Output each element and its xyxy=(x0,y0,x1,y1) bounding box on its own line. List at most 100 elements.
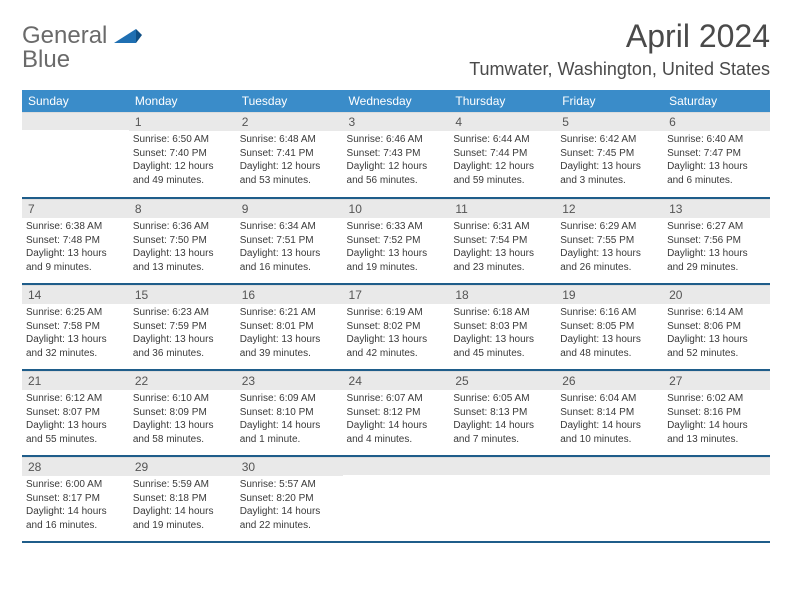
day-number: 14 xyxy=(22,285,129,304)
day-number: 24 xyxy=(343,371,450,390)
day-cell: 1Sunrise: 6:50 AMSunset: 7:40 PMDaylight… xyxy=(129,112,236,198)
day-cell: 10Sunrise: 6:33 AMSunset: 7:52 PMDayligh… xyxy=(343,198,450,284)
month-title: April 2024 xyxy=(469,18,770,55)
day-number: 8 xyxy=(129,199,236,218)
day-cell: 6Sunrise: 6:40 AMSunset: 7:47 PMDaylight… xyxy=(663,112,770,198)
header-row: General Blue April 2024 Tumwater, Washin… xyxy=(22,18,770,80)
week-row: 7Sunrise: 6:38 AMSunset: 7:48 PMDaylight… xyxy=(22,198,770,284)
day-number: 12 xyxy=(556,199,663,218)
day-cell xyxy=(22,112,129,198)
day-cell: 26Sunrise: 6:04 AMSunset: 8:14 PMDayligh… xyxy=(556,370,663,456)
day-cell: 17Sunrise: 6:19 AMSunset: 8:02 PMDayligh… xyxy=(343,284,450,370)
empty-daynum xyxy=(556,457,663,475)
day-header-cell: Tuesday xyxy=(236,90,343,112)
day-details: Sunrise: 6:07 AMSunset: 8:12 PMDaylight:… xyxy=(343,390,450,450)
day-details: Sunrise: 5:57 AMSunset: 8:20 PMDaylight:… xyxy=(236,476,343,536)
day-number: 10 xyxy=(343,199,450,218)
day-number: 9 xyxy=(236,199,343,218)
day-cell: 24Sunrise: 6:07 AMSunset: 8:12 PMDayligh… xyxy=(343,370,450,456)
day-details: Sunrise: 6:00 AMSunset: 8:17 PMDaylight:… xyxy=(22,476,129,536)
day-details: Sunrise: 6:34 AMSunset: 7:51 PMDaylight:… xyxy=(236,218,343,278)
day-details: Sunrise: 6:44 AMSunset: 7:44 PMDaylight:… xyxy=(449,131,556,191)
day-number: 25 xyxy=(449,371,556,390)
day-details: Sunrise: 6:40 AMSunset: 7:47 PMDaylight:… xyxy=(663,131,770,191)
empty-daynum xyxy=(449,457,556,475)
day-details: Sunrise: 6:36 AMSunset: 7:50 PMDaylight:… xyxy=(129,218,236,278)
day-details: Sunrise: 6:33 AMSunset: 7:52 PMDaylight:… xyxy=(343,218,450,278)
day-cell: 23Sunrise: 6:09 AMSunset: 8:10 PMDayligh… xyxy=(236,370,343,456)
day-details: Sunrise: 6:42 AMSunset: 7:45 PMDaylight:… xyxy=(556,131,663,191)
day-cell: 4Sunrise: 6:44 AMSunset: 7:44 PMDaylight… xyxy=(449,112,556,198)
day-details: Sunrise: 6:09 AMSunset: 8:10 PMDaylight:… xyxy=(236,390,343,450)
day-cell: 18Sunrise: 6:18 AMSunset: 8:03 PMDayligh… xyxy=(449,284,556,370)
day-details: Sunrise: 6:19 AMSunset: 8:02 PMDaylight:… xyxy=(343,304,450,364)
day-cell xyxy=(663,456,770,542)
day-cell: 27Sunrise: 6:02 AMSunset: 8:16 PMDayligh… xyxy=(663,370,770,456)
day-details: Sunrise: 6:31 AMSunset: 7:54 PMDaylight:… xyxy=(449,218,556,278)
logo-arrow-icon xyxy=(114,30,142,47)
week-row: 14Sunrise: 6:25 AMSunset: 7:58 PMDayligh… xyxy=(22,284,770,370)
day-details: Sunrise: 6:23 AMSunset: 7:59 PMDaylight:… xyxy=(129,304,236,364)
logo-word-2: Blue xyxy=(22,46,70,73)
day-details: Sunrise: 6:50 AMSunset: 7:40 PMDaylight:… xyxy=(129,131,236,191)
location-text: Tumwater, Washington, United States xyxy=(469,59,770,80)
calendar-table: SundayMondayTuesdayWednesdayThursdayFrid… xyxy=(22,90,770,543)
day-cell: 5Sunrise: 6:42 AMSunset: 7:45 PMDaylight… xyxy=(556,112,663,198)
day-number: 1 xyxy=(129,112,236,131)
day-details: Sunrise: 6:02 AMSunset: 8:16 PMDaylight:… xyxy=(663,390,770,450)
day-number: 2 xyxy=(236,112,343,131)
day-cell: 9Sunrise: 6:34 AMSunset: 7:51 PMDaylight… xyxy=(236,198,343,284)
day-header-cell: Saturday xyxy=(663,90,770,112)
day-number: 4 xyxy=(449,112,556,131)
day-details: Sunrise: 6:12 AMSunset: 8:07 PMDaylight:… xyxy=(22,390,129,450)
week-row: 28Sunrise: 6:00 AMSunset: 8:17 PMDayligh… xyxy=(22,456,770,542)
day-header-row: SundayMondayTuesdayWednesdayThursdayFrid… xyxy=(22,90,770,112)
day-number: 15 xyxy=(129,285,236,304)
day-number: 30 xyxy=(236,457,343,476)
day-cell: 22Sunrise: 6:10 AMSunset: 8:09 PMDayligh… xyxy=(129,370,236,456)
day-cell: 12Sunrise: 6:29 AMSunset: 7:55 PMDayligh… xyxy=(556,198,663,284)
day-cell: 8Sunrise: 6:36 AMSunset: 7:50 PMDaylight… xyxy=(129,198,236,284)
day-cell: 19Sunrise: 6:16 AMSunset: 8:05 PMDayligh… xyxy=(556,284,663,370)
day-number: 22 xyxy=(129,371,236,390)
empty-daynum xyxy=(663,457,770,475)
day-details: Sunrise: 6:25 AMSunset: 7:58 PMDaylight:… xyxy=(22,304,129,364)
day-cell: 28Sunrise: 6:00 AMSunset: 8:17 PMDayligh… xyxy=(22,456,129,542)
day-details: Sunrise: 6:21 AMSunset: 8:01 PMDaylight:… xyxy=(236,304,343,364)
day-number: 3 xyxy=(343,112,450,131)
day-number: 20 xyxy=(663,285,770,304)
day-details: Sunrise: 6:16 AMSunset: 8:05 PMDaylight:… xyxy=(556,304,663,364)
empty-daynum xyxy=(343,457,450,475)
day-details: Sunrise: 6:05 AMSunset: 8:13 PMDaylight:… xyxy=(449,390,556,450)
day-details: Sunrise: 6:27 AMSunset: 7:56 PMDaylight:… xyxy=(663,218,770,278)
day-cell: 29Sunrise: 5:59 AMSunset: 8:18 PMDayligh… xyxy=(129,456,236,542)
day-details: Sunrise: 6:14 AMSunset: 8:06 PMDaylight:… xyxy=(663,304,770,364)
day-number: 6 xyxy=(663,112,770,131)
logo-word-1: General xyxy=(22,22,107,49)
week-row: 1Sunrise: 6:50 AMSunset: 7:40 PMDaylight… xyxy=(22,112,770,198)
day-header-cell: Sunday xyxy=(22,90,129,112)
week-row: 21Sunrise: 6:12 AMSunset: 8:07 PMDayligh… xyxy=(22,370,770,456)
day-cell: 30Sunrise: 5:57 AMSunset: 8:20 PMDayligh… xyxy=(236,456,343,542)
day-number: 5 xyxy=(556,112,663,131)
day-cell xyxy=(449,456,556,542)
day-number: 11 xyxy=(449,199,556,218)
title-block: April 2024 Tumwater, Washington, United … xyxy=(469,18,770,80)
day-number: 28 xyxy=(22,457,129,476)
day-details: Sunrise: 6:10 AMSunset: 8:09 PMDaylight:… xyxy=(129,390,236,450)
day-number: 19 xyxy=(556,285,663,304)
day-details: Sunrise: 5:59 AMSunset: 8:18 PMDaylight:… xyxy=(129,476,236,536)
day-details: Sunrise: 6:38 AMSunset: 7:48 PMDaylight:… xyxy=(22,218,129,278)
day-number: 23 xyxy=(236,371,343,390)
day-cell: 3Sunrise: 6:46 AMSunset: 7:43 PMDaylight… xyxy=(343,112,450,198)
day-cell: 13Sunrise: 6:27 AMSunset: 7:56 PMDayligh… xyxy=(663,198,770,284)
logo: General Blue xyxy=(22,24,142,72)
day-details: Sunrise: 6:29 AMSunset: 7:55 PMDaylight:… xyxy=(556,218,663,278)
day-number: 7 xyxy=(22,199,129,218)
day-header-cell: Friday xyxy=(556,90,663,112)
day-details: Sunrise: 6:48 AMSunset: 7:41 PMDaylight:… xyxy=(236,131,343,191)
day-number: 18 xyxy=(449,285,556,304)
day-number: 16 xyxy=(236,285,343,304)
day-number: 26 xyxy=(556,371,663,390)
day-details: Sunrise: 6:04 AMSunset: 8:14 PMDaylight:… xyxy=(556,390,663,450)
